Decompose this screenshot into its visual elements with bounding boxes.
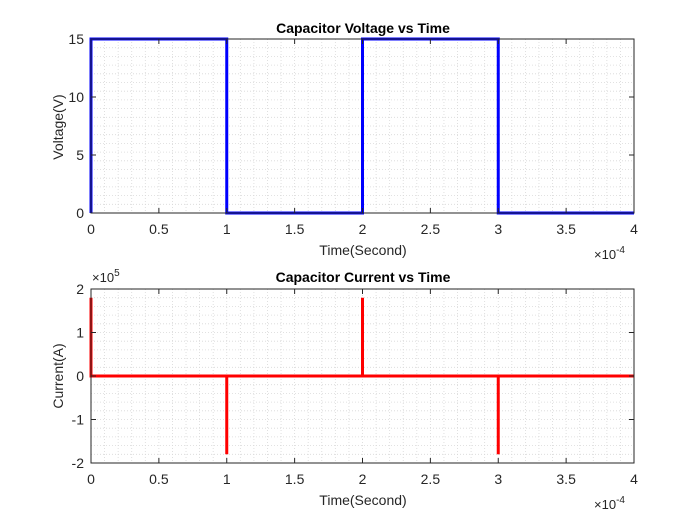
current-x-multiplier-exponent: -4 — [616, 495, 625, 506]
current-x-tick-label: 2.5 — [421, 471, 441, 487]
voltage-x-tick-label: 0.5 — [149, 221, 169, 237]
current-chart-title: Capacitor Current vs Time — [276, 269, 451, 285]
voltage-x-axis-label: Time(Second) — [319, 242, 406, 258]
voltage-y-tick-label: 10 — [68, 89, 84, 105]
voltage-ticks: 0 0.5 1 1.5 2 2.5 3 3.5 4 0 5 10 15 — [68, 31, 638, 237]
voltage-y-tick-label: 5 — [76, 147, 84, 163]
voltage-x-tick-label: 2.5 — [421, 221, 441, 237]
voltage-y-axis-label: Voltage(V) — [50, 94, 66, 159]
voltage-x-multiplier: ×10-4 — [594, 245, 625, 262]
voltage-x-tick-label: 1 — [223, 221, 231, 237]
current-x-tick-label: 0.5 — [149, 471, 169, 487]
current-y-multiplier-exponent: 5 — [114, 268, 120, 279]
current-x-axis-label: Time(Second) — [319, 492, 406, 508]
current-y-multiplier-base: ×10 — [92, 270, 114, 285]
voltage-y-tick-label: 15 — [68, 31, 84, 47]
current-x-tick-label: 4 — [630, 471, 638, 487]
current-y-tick-label: 2 — [76, 281, 84, 297]
voltage-y-tick-label: 0 — [76, 205, 84, 221]
voltage-chart-title: Capacitor Voltage vs Time — [276, 20, 450, 36]
current-y-tick-label: -2 — [72, 455, 85, 471]
current-x-tick-label: 1.5 — [285, 471, 305, 487]
current-y-axis-label: Current(A) — [50, 343, 66, 408]
voltage-x-multiplier-base: ×10 — [594, 247, 616, 262]
current-y-multiplier: ×105 — [92, 268, 120, 285]
voltage-x-tick-label: 3.5 — [556, 221, 576, 237]
current-y-tick-label: 1 — [76, 325, 84, 341]
current-y-tick-label: -1 — [72, 412, 85, 428]
voltage-x-tick-label: 4 — [630, 221, 638, 237]
current-series-line-0 — [89, 297, 634, 455]
current-x-tick-label: 0 — [87, 471, 95, 487]
voltage-x-multiplier-exponent: -4 — [616, 245, 625, 256]
current-y-tick-label: 0 — [76, 368, 84, 384]
current-x-tick-label: 3.5 — [556, 471, 576, 487]
current-x-multiplier-base: ×10 — [594, 497, 616, 512]
current-x-tick-label: 2 — [359, 471, 367, 487]
voltage-chart: 0 0.5 1 1.5 2 2.5 3 3.5 4 0 5 10 15 Capacitor Voltag… — [50, 20, 638, 262]
voltage-x-tick-label: 2 — [359, 221, 367, 237]
voltage-x-tick-label: 3 — [494, 221, 502, 237]
current-ticks: 0 0.5 1 1.5 2 2.5 3 3.5 4 -2 -1 0 1 2 — [72, 281, 639, 487]
voltage-x-tick-label: 1.5 — [285, 221, 305, 237]
current-chart: 0 0.5 1 1.5 2 2.5 3 3.5 4 -2 -1 0 1 2 Capacitor Curre… — [50, 268, 638, 512]
current-x-multiplier: ×10-4 — [594, 495, 625, 512]
current-series — [89, 297, 634, 455]
current-x-tick-label: 1 — [223, 471, 231, 487]
voltage-x-tick-label: 0 — [87, 221, 95, 237]
current-x-tick-label: 3 — [494, 471, 502, 487]
